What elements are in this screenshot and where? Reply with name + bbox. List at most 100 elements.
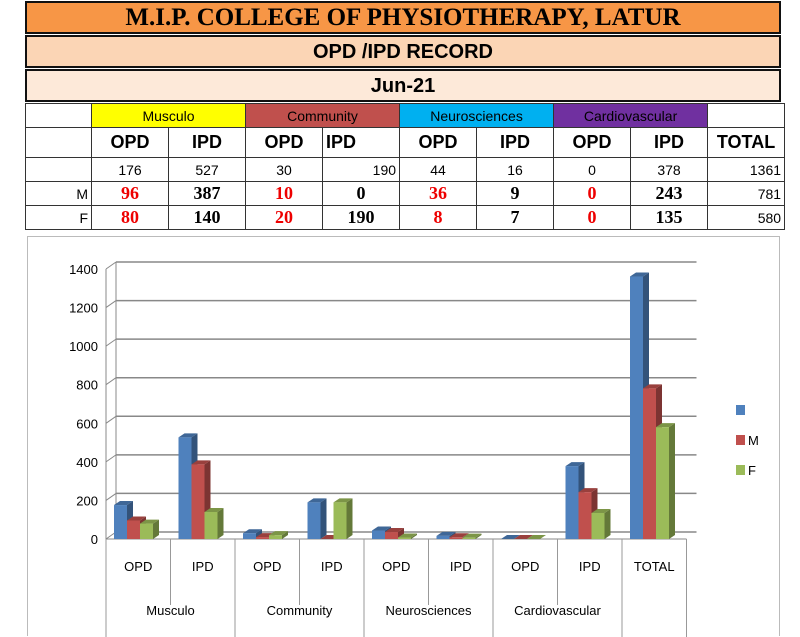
bar-top: [643, 384, 662, 389]
y-tick-label: 1200: [69, 301, 98, 316]
table-row: F 80 140 20 190 8 7 0 135 580: [25, 205, 786, 230]
group-neurosciences: Neurosciences: [399, 103, 555, 128]
bar-top: [501, 535, 520, 539]
bar-top: [462, 533, 482, 538]
table-cell: 190: [322, 205, 401, 230]
x-group-label: Community: [267, 603, 333, 618]
legend-swatch: [736, 405, 745, 415]
table-cell: 387: [167, 181, 247, 206]
bar-chart: 0 200 400 600 800 1000 1200 1400 OPD IPD OPD IPD OPD…: [27, 236, 780, 637]
table-cell: 781: [707, 181, 786, 206]
bar-top: [527, 535, 546, 539]
x-category-label: IPD: [321, 559, 343, 574]
bar-top: [127, 516, 146, 521]
gridline-diag: [105, 300, 117, 308]
table-cell: 580: [707, 205, 786, 230]
bar-side: [153, 519, 159, 539]
x-category-label: OPD: [253, 559, 281, 574]
bar-side: [604, 508, 611, 539]
table-cell: 20: [245, 205, 324, 230]
bar-side: [475, 533, 482, 539]
bar-top: [591, 508, 611, 513]
column-header: IPD: [476, 127, 555, 158]
column-header: OPD: [553, 127, 632, 158]
gridline-diag: [105, 338, 117, 347]
row-label: F: [25, 205, 92, 230]
x-category-label: OPD: [124, 559, 152, 574]
bar-top: [307, 498, 327, 503]
table-cell: 9: [476, 181, 555, 206]
bar-top: [191, 460, 211, 465]
bar-top: [578, 488, 598, 493]
column-header: IPD: [167, 127, 247, 158]
legend-swatch: [736, 435, 745, 445]
bar: [333, 502, 347, 539]
table-cell: 0: [553, 205, 632, 230]
table-cell: 36: [399, 181, 478, 206]
bar-top: [333, 498, 353, 503]
bar: [307, 502, 321, 539]
empty-cell: [25, 103, 92, 128]
bar-top: [656, 423, 675, 428]
bar-side: [282, 531, 288, 539]
x-group-label: Neurosciences: [386, 603, 472, 618]
table-cell: 10: [245, 181, 324, 206]
table-cell: 176: [91, 157, 169, 182]
table-cell: 7: [476, 205, 555, 230]
row-label: [25, 157, 92, 182]
gridline-diag: [105, 377, 117, 386]
table-cell: 378: [630, 157, 709, 182]
bar-top: [398, 533, 417, 538]
table-cell: 243: [630, 181, 709, 206]
bar-side: [411, 533, 417, 539]
bar: [630, 276, 643, 539]
bar-side: [346, 498, 353, 539]
group-community: Community: [245, 103, 401, 128]
bar-top: [436, 531, 456, 536]
column-header: IPD: [322, 127, 401, 158]
bar-top: [372, 526, 391, 531]
bar-top: [114, 501, 133, 506]
gridline-diag: [105, 261, 117, 270]
bar-side: [398, 528, 404, 539]
record-subtitle: OPD /IPD RECORD: [25, 35, 781, 68]
y-tick-label: 0: [91, 532, 98, 547]
gridline-diag: [105, 454, 117, 463]
bar-top: [514, 535, 533, 539]
y-tick-label: 1400: [69, 262, 98, 277]
gridline-diag: [105, 493, 117, 501]
legend-label: M: [748, 433, 759, 448]
bar: [449, 537, 463, 539]
bar-top: [140, 519, 159, 524]
table-cell: 0: [553, 157, 632, 182]
bar: [578, 492, 592, 539]
table-cell: 80: [91, 205, 169, 230]
column-header: OPD: [399, 127, 478, 158]
bar: [565, 466, 579, 539]
bar-side: [217, 508, 224, 539]
group-musculo: Musculo: [90, 103, 247, 128]
row-label: M: [25, 181, 92, 206]
bar-top: [630, 272, 649, 277]
empty-cell: [25, 127, 92, 158]
x-group-label: Musculo: [146, 603, 194, 618]
y-tick-label: 200: [76, 493, 98, 508]
table-cell: 135: [630, 205, 709, 230]
bar: [656, 427, 669, 539]
bar: [243, 533, 256, 539]
table-cell: 1361: [707, 157, 786, 182]
y-tick-label: 1000: [69, 339, 98, 354]
bar-side: [669, 423, 675, 539]
bar-top: [565, 462, 585, 467]
legend-swatch: [736, 465, 745, 475]
bar: [140, 523, 153, 539]
empty-cell: [707, 103, 786, 128]
table-cell: 527: [167, 157, 247, 182]
legend-label: F: [748, 463, 756, 478]
table-row: M 96 387 10 0 36 9 0 243 781: [25, 181, 786, 206]
bar: [462, 537, 476, 539]
table-cell: 16: [476, 157, 555, 182]
bar-top: [449, 533, 469, 538]
table-cell: 0: [322, 181, 401, 206]
bar: [204, 512, 218, 539]
